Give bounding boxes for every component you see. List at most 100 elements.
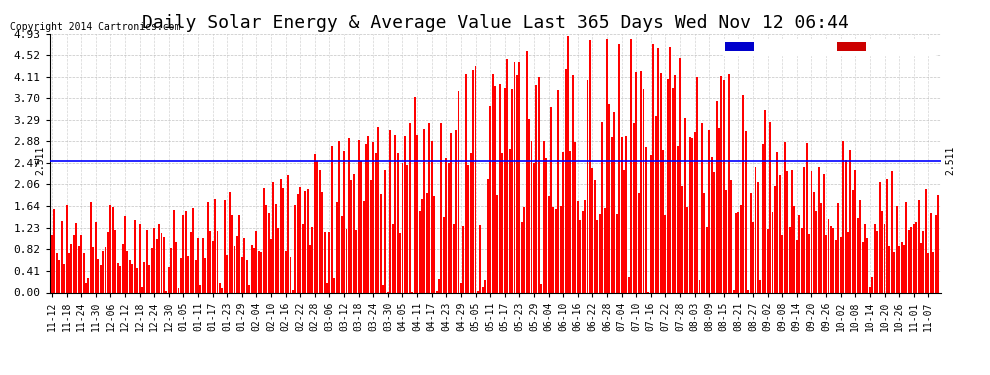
Bar [132, 264, 134, 292]
Bar [231, 215, 233, 292]
Bar [307, 189, 309, 292]
Bar [833, 228, 835, 292]
Bar [434, 196, 436, 292]
Bar [217, 231, 219, 292]
Bar [652, 44, 654, 292]
Bar [172, 210, 174, 292]
Bar [95, 222, 97, 292]
Bar [574, 142, 576, 292]
Bar [362, 201, 364, 292]
Bar [626, 136, 628, 292]
Bar [614, 112, 615, 292]
Bar [165, 291, 167, 292]
Bar [419, 211, 421, 292]
Bar [107, 232, 109, 292]
Bar [840, 237, 842, 292]
Bar [550, 107, 552, 292]
Bar [844, 160, 846, 292]
Bar [708, 130, 710, 292]
Bar [596, 219, 598, 292]
Bar [541, 284, 543, 292]
Bar [641, 71, 643, 292]
Bar [265, 205, 267, 292]
Bar [823, 174, 825, 292]
Bar [399, 232, 401, 292]
Bar [344, 151, 346, 292]
Bar [796, 240, 798, 292]
Bar [838, 203, 840, 292]
Bar [65, 205, 67, 292]
Bar [207, 202, 209, 292]
Bar [389, 130, 391, 292]
Bar [304, 191, 306, 292]
Bar [896, 206, 898, 292]
Bar [564, 69, 566, 292]
Bar [155, 239, 157, 292]
Bar [146, 230, 148, 292]
Bar [375, 153, 376, 292]
Bar [828, 219, 830, 292]
Bar [347, 138, 349, 292]
Bar [869, 287, 871, 292]
Bar [248, 285, 250, 292]
Bar [716, 101, 718, 292]
Bar [506, 60, 508, 292]
Bar [726, 190, 728, 292]
Bar [297, 194, 299, 292]
Bar [918, 200, 920, 292]
Bar [192, 208, 194, 292]
Bar [676, 146, 678, 292]
Bar [122, 244, 124, 292]
Bar [360, 161, 362, 292]
Bar [876, 231, 878, 292]
Bar [202, 238, 204, 292]
Bar [209, 231, 211, 292]
Bar [309, 245, 311, 292]
Bar [516, 75, 518, 292]
Bar [379, 194, 381, 292]
Bar [355, 230, 357, 292]
Bar [744, 131, 746, 292]
Bar [752, 222, 754, 292]
Bar [50, 235, 52, 292]
Bar [706, 227, 708, 292]
Bar [903, 245, 905, 292]
Bar [740, 206, 742, 292]
Bar [933, 252, 935, 292]
Bar [367, 136, 369, 292]
Bar [742, 94, 744, 292]
Bar [112, 207, 114, 292]
Bar [474, 66, 476, 292]
Bar [175, 242, 177, 292]
Bar [654, 116, 656, 292]
Bar [409, 123, 411, 292]
Bar [384, 170, 386, 292]
Bar [864, 224, 866, 292]
Bar [713, 172, 715, 292]
Bar [849, 150, 851, 292]
Bar [382, 285, 384, 292]
Bar [923, 231, 925, 292]
Bar [874, 224, 876, 292]
Bar [426, 193, 428, 292]
Bar [759, 280, 761, 292]
Bar [285, 251, 287, 292]
Bar [494, 86, 496, 292]
Bar [370, 180, 372, 292]
Bar [621, 136, 623, 292]
Bar [68, 253, 70, 292]
Bar [798, 215, 800, 292]
Bar [190, 232, 192, 292]
Bar [883, 224, 885, 292]
Bar [499, 84, 501, 292]
Bar [643, 89, 644, 292]
Bar [728, 74, 730, 292]
Text: Copyright 2014 Cartronics.com: Copyright 2014 Cartronics.com [10, 22, 180, 32]
Bar [699, 280, 701, 292]
Bar [501, 153, 503, 292]
Bar [70, 244, 72, 292]
Bar [170, 248, 172, 292]
Bar [465, 74, 466, 292]
Bar [460, 282, 462, 292]
Bar [906, 202, 908, 292]
